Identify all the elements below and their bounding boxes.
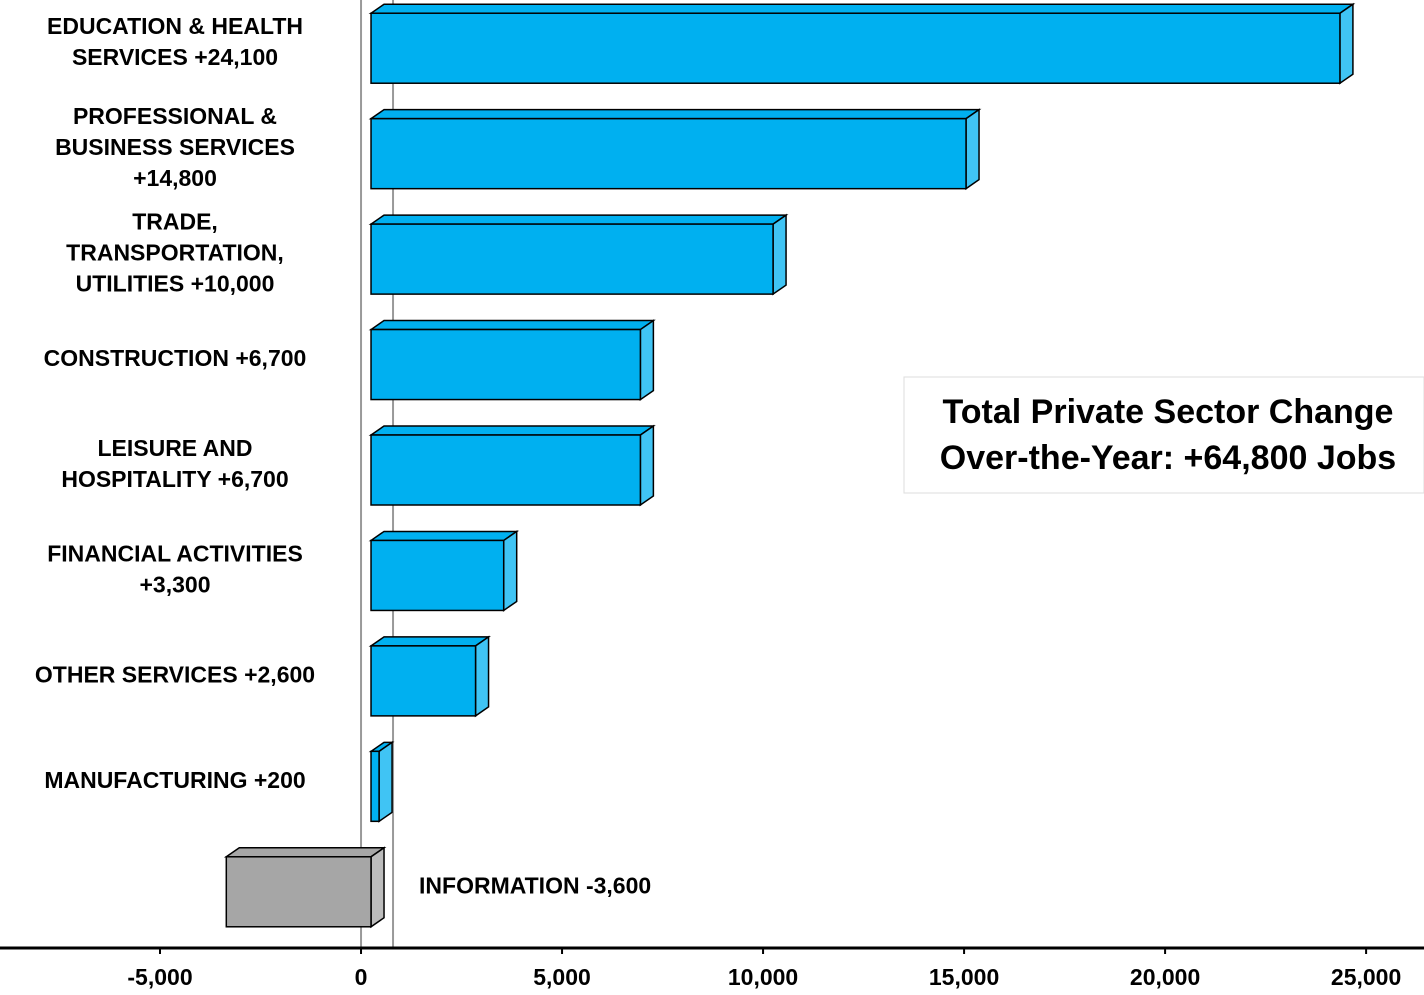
bar-top <box>368 425 656 436</box>
bar-top <box>368 108 982 120</box>
x-tick-label: 15,000 <box>929 964 999 990</box>
x-tick-label: 10,000 <box>728 964 798 990</box>
category-label-line: +3,300 <box>140 572 211 598</box>
bar <box>225 856 372 928</box>
category-label-line: SERVICES +24,100 <box>72 44 278 70</box>
x-tick-label: 25,000 <box>1331 964 1401 990</box>
bar-side <box>474 635 490 718</box>
bar-side <box>502 530 518 612</box>
category-label: TRADE, TRANSPORTATION, UTILITIES +10,000 <box>66 209 284 297</box>
bar-top <box>368 530 520 542</box>
bar <box>370 328 642 401</box>
bar-top <box>223 847 387 858</box>
x-tick-label: 20,000 <box>1130 964 1200 990</box>
bar <box>370 645 477 717</box>
category-label-line: INFORMATION -3,600 <box>419 872 651 898</box>
category-label-line: MANUFACTURING +200 <box>44 767 305 793</box>
x-tick-label: 5,000 <box>533 964 591 990</box>
bar <box>370 223 774 295</box>
bar-side <box>965 108 980 191</box>
annotation: Over-the-Year: +64,800 Jobs <box>940 439 1396 477</box>
category-label-line: OTHER SERVICES +2,600 <box>35 661 315 687</box>
annotation: Total Private Sector Change <box>943 393 1394 431</box>
x-tick-label: -5,000 <box>127 964 192 990</box>
category-label-line: HOSPITALITY +6,700 <box>61 466 288 492</box>
annotation-box <box>903 376 1424 494</box>
bar-top <box>368 214 789 225</box>
bar <box>370 750 380 823</box>
category-label-line: EDUCATION & HEALTH <box>47 13 303 39</box>
category-label-line: LEISURE AND <box>97 435 252 461</box>
category-label: CONSTRUCTION +6,700 <box>44 345 307 371</box>
bar-top <box>368 636 491 647</box>
category-label: EDUCATION & HEALTH SERVICES +24,100 <box>47 13 303 70</box>
bar <box>370 434 642 506</box>
category-label: FINANCIAL ACTIVITIES +3,300 <box>47 541 303 598</box>
category-label: OTHER SERVICES +2,600 <box>35 661 315 687</box>
category-label: INFORMATION -3,600 <box>419 872 651 898</box>
category-label-line: BUSINESS SERVICES <box>55 134 295 160</box>
category-label: LEISURE AND HOSPITALITY +6,700 <box>61 435 288 492</box>
bar-side <box>370 846 385 929</box>
bar-side <box>639 319 655 401</box>
bar-side <box>378 740 393 823</box>
bar <box>370 117 967 190</box>
bar-top <box>368 319 656 331</box>
bar-top <box>368 3 1356 14</box>
category-label: MANUFACTURING +200 <box>44 767 305 793</box>
category-label-line: TRADE, <box>132 209 218 235</box>
bar <box>370 12 1341 84</box>
bar-side <box>639 424 655 507</box>
category-label-line: FINANCIAL ACTIVITIES <box>47 541 303 567</box>
category-label-line: CONSTRUCTION +6,700 <box>44 345 307 371</box>
x-tick-label: 0 <box>355 964 368 990</box>
category-label-line: TRANSPORTATION, <box>66 240 284 266</box>
bar <box>370 539 505 612</box>
category-label-line: UTILITIES +10,000 <box>76 271 275 297</box>
category-label-line: PROFESSIONAL & <box>73 103 277 129</box>
category-label-line: +14,800 <box>133 165 217 191</box>
category-label: PROFESSIONAL & BUSINESS SERVICES +14,800 <box>55 103 295 191</box>
bar-side <box>1339 2 1354 85</box>
bar-side <box>772 213 787 296</box>
